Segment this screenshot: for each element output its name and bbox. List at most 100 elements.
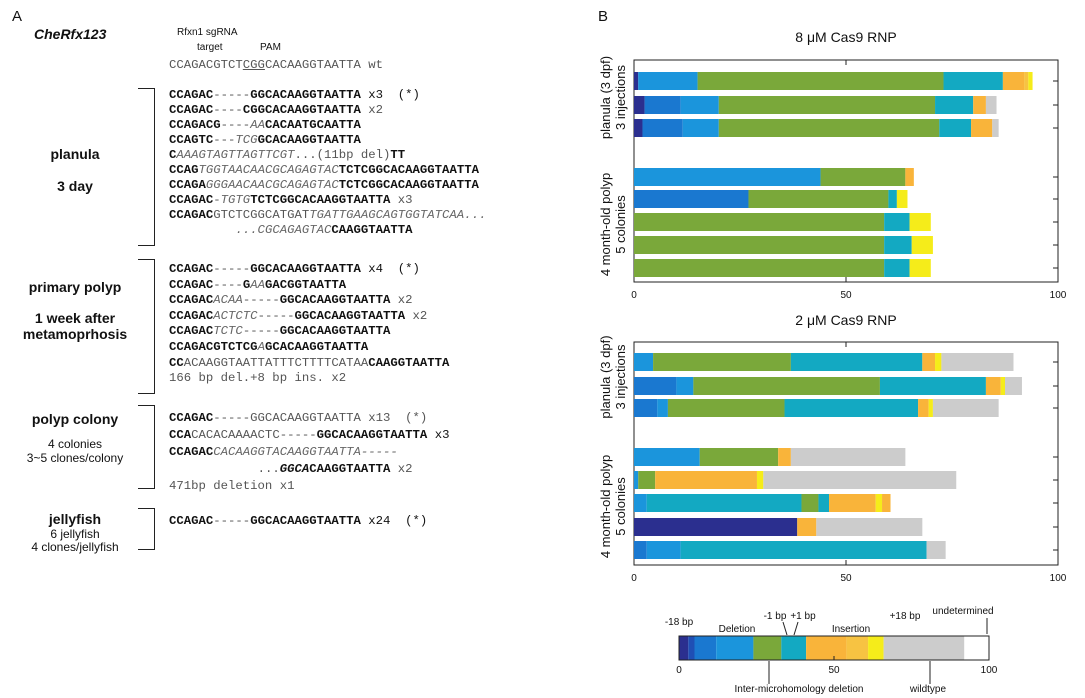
bar-segment-ins1	[655, 471, 757, 489]
sequence-line-part: GGCACAAGGTAATTA	[316, 428, 428, 442]
bar-segment-inter_micro	[653, 353, 791, 371]
bar-segment-del1	[818, 494, 830, 512]
bar-segment-inter_micro	[718, 119, 940, 137]
bar-segment-inter_micro	[638, 471, 656, 489]
bar-segment-del1	[884, 259, 910, 277]
legend-swatch-del_mid2	[694, 636, 717, 660]
group-sub-polyp-colony-1: 4 colonies	[47, 437, 103, 451]
bar-segment-del1	[790, 353, 923, 371]
sequence-line-part: CCAGAC	[169, 208, 214, 222]
sequence-line-part: 166 bp del.+8 bp ins. x2	[169, 371, 347, 386]
group-axis-label: 5 colonies	[613, 477, 628, 536]
bar-segment-ins_mid	[1024, 72, 1029, 90]
sequence-line-part: -----GGCACAAGGTAATTA x13 (*)	[213, 411, 428, 425]
sequence-line-part: GGCACAAGGTAATTA	[250, 514, 361, 528]
sequence-line-part: -----	[213, 514, 251, 528]
group-axis-label: 4 month-old polyp	[598, 173, 613, 276]
sequence-line-part: CAAGGTAATTA	[368, 355, 450, 370]
bar-segment-del_mid3	[680, 96, 719, 114]
legend-label-del18: -18 bp	[665, 617, 694, 628]
bar-segment-inter_micro	[667, 399, 785, 417]
sequence-line-part: x2	[405, 308, 428, 323]
sequence-line-part: GCACAAGGTAATTA	[264, 340, 369, 354]
bar-segment-inter_micro	[697, 72, 944, 90]
sequence-line: CCAGACCACAAGGTACAAGGTAATTA-----	[169, 445, 398, 460]
bar-segment-ins1	[918, 399, 929, 417]
group-title-primary-polyp: primary polyp	[28, 279, 122, 295]
bar-segment-inter_micro	[820, 168, 906, 186]
sequence-line-part: TGGTAACAACGCAGAGTAC	[198, 163, 339, 177]
sequence-line-part: GGCACAAGGTAATTA	[250, 88, 361, 102]
sequence-line-part: CCAGAC	[169, 293, 214, 308]
bar-segment-ins18	[935, 353, 942, 371]
bar-segment-del_mid3	[657, 399, 668, 417]
panel-a-letter: A	[12, 8, 23, 25]
sequence-line-part: x2	[360, 103, 384, 117]
sequence-line-part: CACAATGCAATTA	[264, 118, 361, 132]
sequence-line-part: x2	[390, 462, 413, 476]
sequence-line-part: -----	[279, 428, 317, 442]
sequence-line-part: ...	[257, 462, 280, 476]
wildtype-sequence-part: CACAAGGTAATTA wt	[264, 58, 384, 72]
sequence-line-part: CCAGACG	[169, 118, 221, 132]
sequence-line-part: x4 (*)	[360, 262, 420, 276]
sequence-line-part: CAAGGTAATTA	[331, 223, 413, 237]
sequence-line-part: TCTCGGCACAAGGTAATTA	[338, 163, 479, 177]
bar-segment-ins1	[922, 353, 936, 371]
bar-segment-wildtype	[985, 96, 997, 114]
bar-segment-wildtype	[926, 541, 946, 559]
bar-segment-ins1	[985, 377, 1001, 395]
sequence-line-part: ----	[220, 118, 251, 132]
bar-segment-del_mid2	[644, 96, 681, 114]
group-axis-label: 3 injections	[613, 64, 628, 130]
sequence-line: CCACACACAAAACTC-----GGCACAAGGTAATTA x3	[169, 428, 449, 443]
legend-swatch-del_mid3	[716, 636, 754, 660]
sequence-line-part: G	[264, 277, 273, 292]
bar-segment-wildtype	[816, 518, 923, 536]
sequence-line-part: GGCACAAGGTAATTA	[279, 293, 391, 308]
sequence-line-part: x24 (*)	[360, 514, 428, 528]
legend-label-inter-micro: Inter-microhomology deletion	[735, 684, 864, 695]
bar-segment-del_mid3	[634, 448, 700, 466]
bar-segment-ins18	[909, 213, 931, 231]
sequence-line: CCAGACACTCTC-----GGCACAAGGTAATTA x2	[169, 309, 427, 324]
sequence-line-part: AA	[250, 118, 265, 132]
bar-segment-ins1	[778, 448, 791, 466]
sequence-line-part: -----	[213, 88, 251, 102]
sequence-line: CCAGAC-----GGCACAAGGTAATTA x24 (*)	[169, 514, 427, 529]
sequence-line-part: CCAGAC	[169, 445, 214, 459]
legend-tick-label: 100	[981, 665, 998, 676]
sequence-line: 471bp deletion x1	[169, 479, 294, 494]
sequence-line-part: ----	[213, 277, 243, 292]
sequence-line-part: x2	[390, 293, 413, 308]
sequence-line: CCAGAC-----GGCACAAGGTAATTA x3 (*)	[169, 88, 420, 103]
sequence-line-part: -----	[257, 308, 295, 323]
bar-segment-wildtype	[790, 448, 906, 466]
sequence-line: ...GGCACAAGGTAATTA x2	[169, 462, 413, 477]
sequence-line-part: GCACAAGGTAATTA	[257, 133, 361, 147]
bracket-polyp-colony	[138, 405, 155, 489]
bar-segment-inter_micro	[699, 448, 779, 466]
sequence-line-part: -----	[213, 262, 251, 276]
sequence-line-part: CCA	[169, 428, 192, 442]
bar-segment-wildtype	[763, 471, 957, 489]
legend-swatch-del_mid1	[688, 636, 695, 660]
bar-segment-inter_micro	[748, 190, 889, 208]
sequence-line-part: TCTCGGCACAAGGTAATTA	[338, 178, 479, 192]
sequence-line-part: 471bp deletion x1	[169, 479, 295, 493]
sequence-line: CCAGACTCTC-----GGCACAAGGTAATTA	[169, 324, 390, 339]
sequence-line-part: CC	[169, 355, 184, 370]
legend-swatch-ins18	[868, 636, 884, 660]
group-subtitle-planula: 3 day	[57, 178, 93, 194]
sequence-line-part: CACAAGGTACAAGGTAATTA-----	[213, 445, 398, 459]
bar-segment-del_mid2	[634, 399, 658, 417]
sequence-line-part: CCAGA	[169, 178, 206, 192]
sequence-line-part: TCTCGGCACAAGGTAATTA	[250, 193, 391, 207]
bar-segment-ins18	[928, 399, 933, 417]
sequence-line-part: GGCACAAGGTAATTA	[250, 262, 361, 276]
sequence-line-part: ...(11bp del)	[294, 148, 391, 162]
sequence-line-part: CCAGAC	[169, 324, 214, 339]
bar-segment-del_mid2	[642, 119, 683, 137]
bar-segment-del1	[680, 541, 927, 559]
